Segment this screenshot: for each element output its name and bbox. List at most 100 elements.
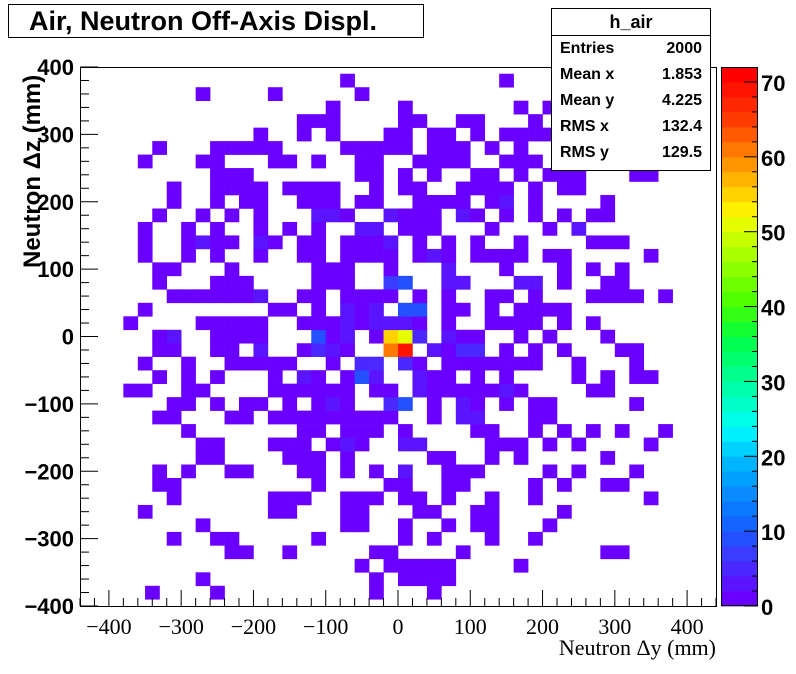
palette-swatch — [721, 141, 758, 158]
heatmap-cell — [470, 235, 486, 250]
heatmap-cell — [354, 558, 370, 573]
heatmap-cell — [398, 424, 413, 438]
heatmap-cell — [253, 141, 269, 155]
heatmap-cell — [426, 343, 442, 358]
heatmap-cell — [542, 248, 558, 263]
heatmap-cell — [455, 410, 471, 425]
heatmap-cell — [455, 208, 471, 223]
heatmap-cell — [137, 235, 153, 250]
heatmap-cell — [455, 181, 471, 196]
heatmap-cell — [513, 302, 529, 317]
heatmap-cell — [296, 451, 312, 465]
heatmap-cell — [296, 343, 312, 358]
palette-swatch — [721, 381, 758, 397]
heatmap-cell — [383, 558, 399, 573]
heatmap-cell — [282, 154, 298, 169]
heatmap-cell — [267, 437, 283, 452]
heatmap-cell — [398, 168, 413, 182]
heatmap-cell — [600, 370, 616, 384]
heatmap-cell — [412, 370, 428, 384]
stats-box: h_air Entries 2000 Mean x 1.853 Mean y 4.22… — [551, 8, 711, 171]
heatmap-cell — [629, 168, 645, 182]
heatmap-cell — [296, 424, 312, 438]
heatmap-cell — [296, 464, 312, 479]
heatmap-cell — [195, 437, 211, 452]
palette-swatch — [721, 561, 758, 577]
palette-swatch — [721, 546, 758, 562]
heatmap-cell — [166, 397, 182, 411]
heatmap-cell — [195, 87, 211, 101]
y-tick-label: −400 — [24, 594, 74, 619]
heatmap-cell — [224, 289, 240, 304]
heatmap-cell — [369, 181, 384, 196]
heatmap-cell — [282, 545, 298, 560]
heatmap-cell — [426, 558, 442, 573]
heatmap-cell — [166, 477, 182, 492]
heatmap-cell — [282, 451, 298, 465]
heatmap-cell — [398, 181, 413, 196]
heatmap-cell — [528, 531, 543, 546]
heatmap-cell — [600, 275, 616, 290]
heatmap-cell — [239, 329, 254, 344]
heatmap-cell — [210, 316, 225, 331]
y-tick-label: −200 — [24, 459, 74, 484]
heatmap-cell — [267, 383, 283, 398]
heatmap-cell — [441, 451, 457, 465]
stats-row: RMS x 132.4 — [552, 114, 710, 140]
heatmap-cell — [325, 437, 341, 452]
heatmap-cell — [484, 437, 500, 452]
heatmap-cell — [542, 168, 558, 182]
heatmap-cell — [181, 383, 196, 398]
heatmap-cell — [369, 545, 384, 560]
heatmap-cell — [455, 477, 471, 492]
heatmap-cell — [210, 181, 225, 196]
heatmap-cell — [383, 289, 399, 304]
heatmap-cell — [195, 289, 211, 304]
heatmap-cell — [484, 221, 500, 236]
heatmap-cell — [484, 491, 500, 506]
z-tick-label: 30 — [761, 370, 785, 395]
palette-swatch — [721, 67, 758, 83]
stats-value: 2000 — [666, 40, 702, 57]
heatmap-cell — [528, 208, 543, 223]
heatmap-cell — [239, 181, 254, 196]
heatmap-cell — [600, 195, 616, 209]
heatmap-cell — [296, 114, 312, 128]
heatmap-cell — [354, 87, 370, 101]
heatmap-cell — [470, 356, 486, 371]
heatmap-cell — [557, 316, 572, 331]
heatmap-cell — [426, 127, 442, 142]
heatmap-cell — [513, 154, 529, 169]
heatmap-cell — [398, 572, 413, 587]
heatmap-cell — [369, 302, 384, 317]
stats-value: 132.4 — [661, 118, 702, 135]
z-tick-label: 10 — [761, 520, 785, 545]
heatmap-cell — [267, 504, 283, 519]
heatmap-cell — [528, 410, 543, 425]
palette-swatch — [721, 276, 758, 292]
heatmap-cell — [455, 356, 471, 371]
heatmap-cell — [195, 316, 211, 331]
heatmap-cell — [441, 477, 457, 492]
heatmap-cell — [311, 195, 327, 209]
heatmap-cell — [253, 343, 269, 358]
heatmap-cell — [311, 248, 327, 263]
heatmap-cell — [412, 289, 428, 304]
heatmap-cell — [282, 221, 298, 236]
heatmap-cell — [398, 275, 413, 290]
heatmap-cell — [629, 397, 645, 411]
z-tick-label: 60 — [761, 146, 785, 171]
palette-swatch — [721, 441, 758, 457]
palette-swatch — [721, 396, 758, 412]
heatmap-cell — [369, 235, 384, 250]
heatmap-cell — [340, 491, 355, 506]
palette-swatch — [721, 336, 758, 352]
stats-label: RMS x — [560, 118, 609, 135]
heatmap-cell — [426, 168, 442, 182]
heatmap-cell — [441, 235, 457, 250]
heatmap-cell — [455, 154, 471, 169]
z-tick-label: 50 — [761, 221, 785, 246]
heatmap-cell — [614, 235, 630, 250]
heatmap-cell — [354, 370, 370, 384]
heatmap-cell — [210, 221, 225, 236]
